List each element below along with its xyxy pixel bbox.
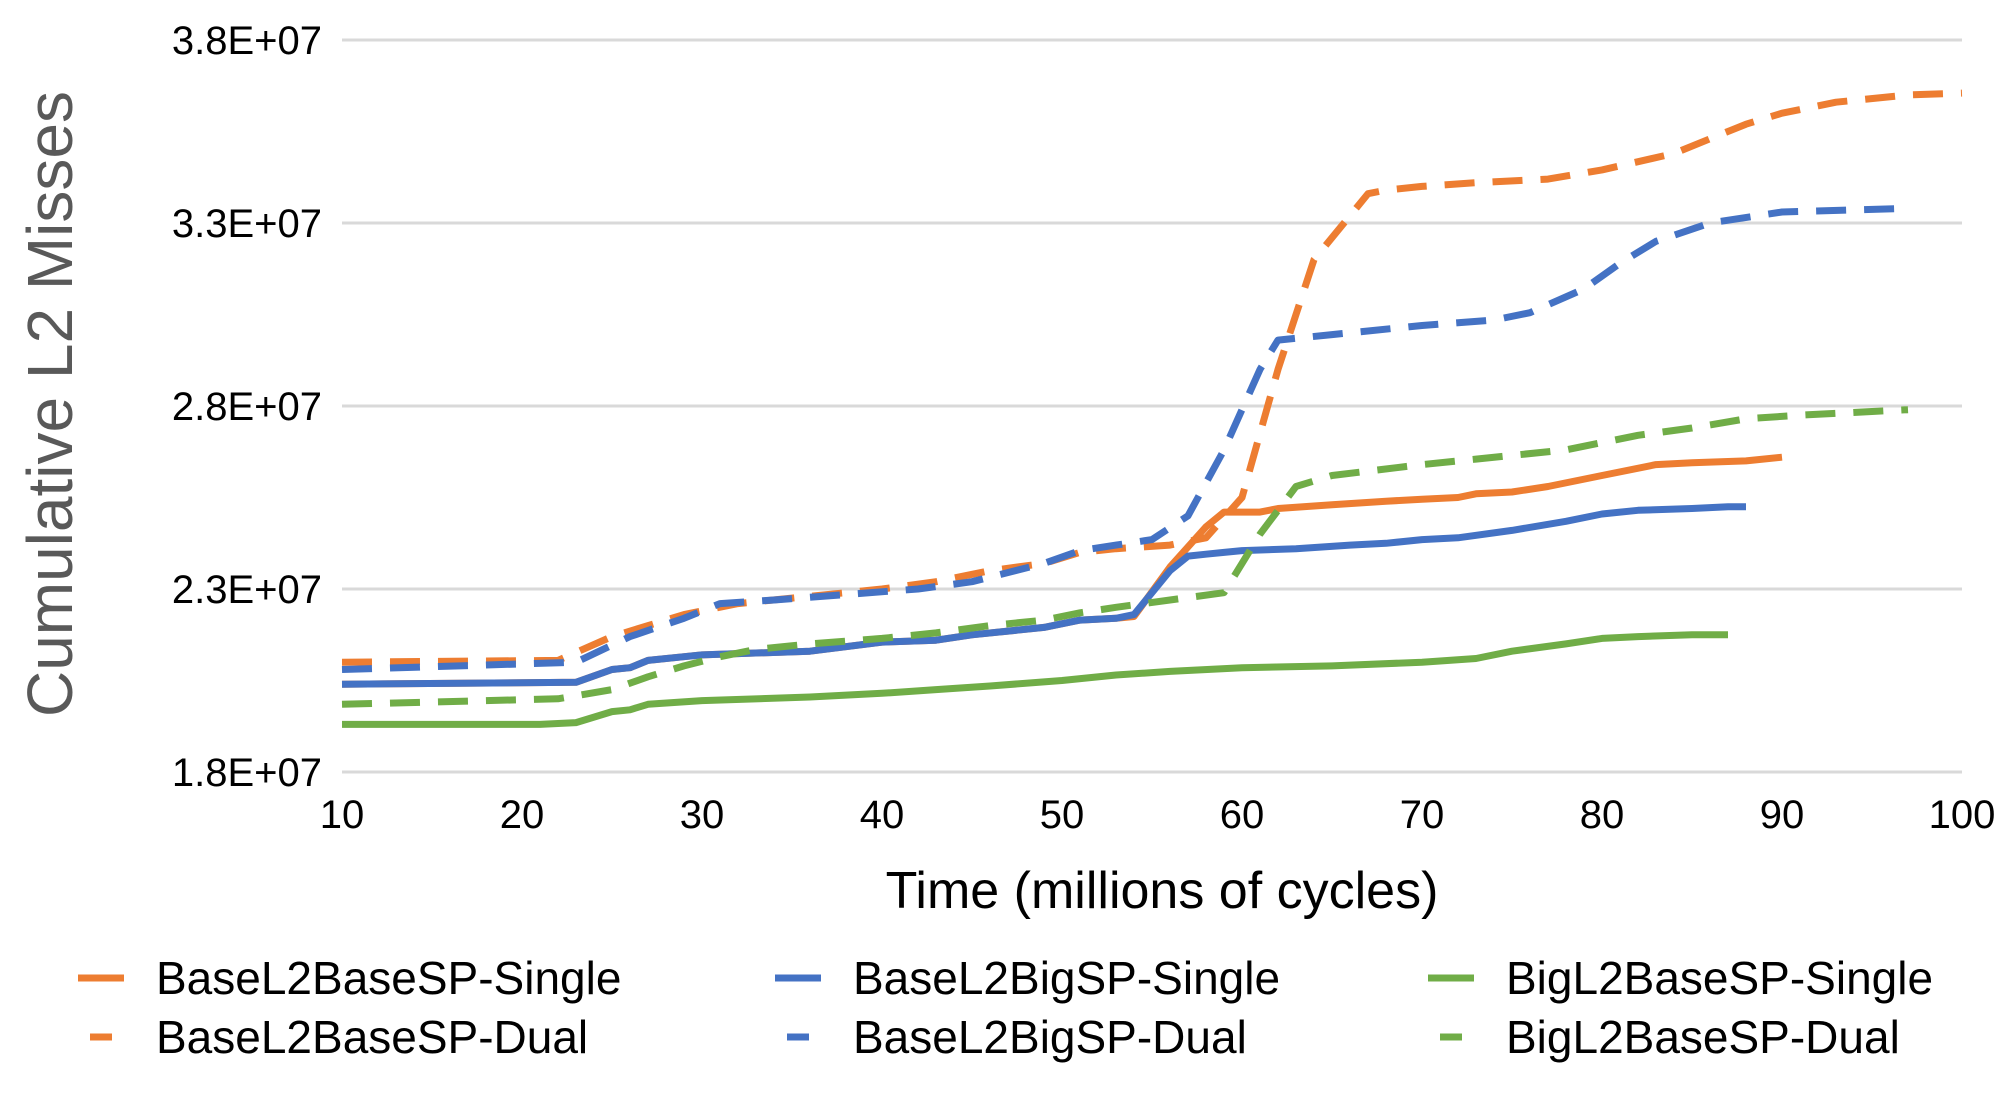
legend-item: BaseL2BigSP-Dual [787,1011,1247,1063]
y-tick-labels: 1.8E+07 2.3E+07 2.8E+07 3.3E+07 3.8E+07 [172,19,322,795]
series-line-BaseL2BaseSP-Dual [341,89,1963,666]
legend-item: BigL2BaseSP-Single [1428,952,1933,1004]
series-line-BaseL2BigSP-Dual [341,204,1909,673]
x-tick-label: 60 [1220,793,1265,837]
x-tick-label: 80 [1580,793,1625,837]
y-tick-label: 2.3E+07 [172,568,322,612]
series-line-BaseL2BigSP-Single [341,503,1746,688]
series-line-BigL2BaseSP-Dual [341,406,1909,708]
x-tick-label: 20 [500,793,545,837]
x-tick-label: 40 [860,793,905,837]
legend-label: BigL2BaseSP-Dual [1506,1011,1900,1063]
series-line-BigL2BaseSP-Single [342,631,1728,728]
legend-item: BaseL2BaseSP-Dual [90,1011,588,1063]
x-tick-label: 50 [1040,793,1085,837]
y-tick-label: 3.3E+07 [172,202,322,246]
legend-label: BaseL2BaseSP-Dual [156,1011,588,1063]
series-line-BaseL2BaseSP-Single [341,453,1783,688]
y-tick-label: 3.8E+07 [172,19,322,63]
y-tick-label: 2.8E+07 [172,385,322,429]
legend-label: BigL2BaseSP-Single [1506,952,1933,1004]
x-tick-labels: 10 20 30 40 50 60 70 80 90 100 [320,793,1996,837]
series-lines [341,89,1963,728]
legend-item: BaseL2BigSP-Single [775,952,1280,1004]
legend-label: BaseL2BigSP-Single [853,952,1280,1004]
legend-label: BaseL2BaseSP-Single [156,952,621,1004]
y-tick-label: 1.8E+07 [172,751,322,795]
legend-item: BigL2BaseSP-Dual [1440,1011,1900,1063]
legend-label: BaseL2BigSP-Dual [853,1011,1247,1063]
gridlines [342,38,1962,774]
x-axis-title: Time (millions of cycles) [886,862,1439,920]
legend: BaseL2BaseSP-Single BaseL2BaseSP-Dual Base… [78,952,1933,1063]
y-axis-title: Cumulative L2 Misses [14,91,86,717]
x-tick-label: 10 [320,793,365,837]
x-tick-label: 90 [1760,793,1805,837]
x-tick-label: 100 [1929,793,1996,837]
legend-item: BaseL2BaseSP-Single [78,952,621,1004]
x-tick-label: 30 [680,793,725,837]
x-tick-label: 70 [1400,793,1445,837]
